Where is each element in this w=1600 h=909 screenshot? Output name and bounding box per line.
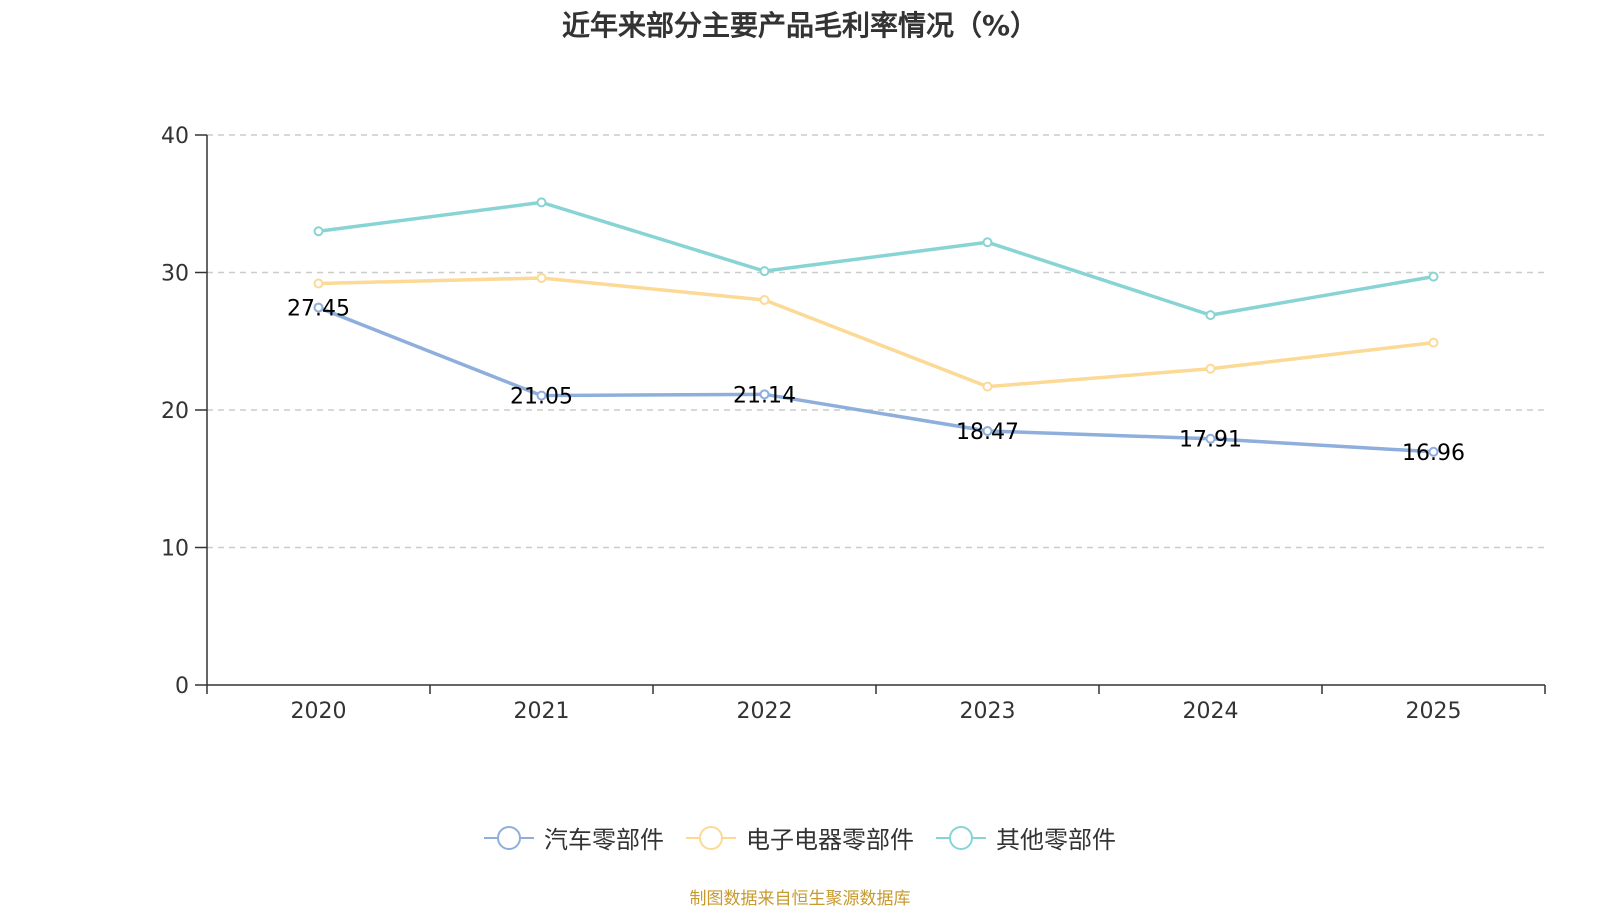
series-layer	[313, 197, 1439, 457]
data-point-2-1	[536, 197, 547, 208]
legend-item-electronic-parts[interactable]: 电子电器零部件	[686, 820, 914, 855]
data-point-1-3	[982, 381, 993, 392]
y-tick-label-20: 20	[161, 399, 189, 424]
data-point-2-2	[759, 266, 770, 277]
x-tick-label-2024: 2024	[1183, 699, 1239, 724]
data-label-0-0: 27.45	[287, 297, 350, 322]
data-label-0-2: 21.14	[733, 383, 796, 408]
y-tick-label-30: 30	[161, 262, 189, 287]
series-line-2	[318, 200, 1434, 317]
legend-item-other-parts[interactable]: 其他零部件	[936, 820, 1116, 855]
data-label-0-1: 21.05	[510, 385, 573, 410]
legend-marker-auto-parts	[484, 825, 534, 850]
data-point-1-1	[536, 273, 547, 283]
x-tick-label-2025: 2025	[1406, 699, 1462, 724]
legend-marker-other-parts	[936, 825, 986, 850]
data-point-0-2	[759, 389, 770, 400]
x-tick-label-2020: 2020	[291, 699, 347, 724]
legend-label-electronic-parts: 电子电器零部件	[746, 826, 914, 854]
series-line-0	[317, 305, 1434, 454]
data-point-2-5	[1428, 271, 1439, 282]
legend-item-auto-parts[interactable]: 汽车零部件	[484, 820, 664, 855]
legend: 汽车零部件 电子电器零部件 其他零部件	[0, 820, 1600, 855]
data-point-1-5	[1428, 337, 1439, 348]
data-point-2-4	[1205, 310, 1216, 321]
x-tick-label-2022: 2022	[737, 699, 793, 724]
legend-label-other-parts: 其他零部件	[996, 826, 1116, 854]
x-tick-label-2023: 2023	[960, 699, 1016, 724]
data-label-0-3: 18.47	[956, 420, 1019, 445]
data-label-0-5: 16.96	[1402, 441, 1465, 466]
grid-layer	[207, 134, 1545, 549]
data-point-1-0	[313, 278, 324, 289]
source-note: 制图数据来自恒生聚源数据库	[689, 889, 911, 909]
data-point-0-1	[536, 390, 547, 401]
data-label-0-4: 17.91	[1179, 428, 1242, 453]
series-line-1	[318, 276, 1434, 389]
y-tick-label-40: 40	[161, 124, 189, 149]
data-point-0-3	[982, 426, 993, 437]
data-point-0-5	[1428, 446, 1439, 457]
data-point-2-0	[313, 226, 324, 237]
legend-label-auto-parts: 汽车零部件	[544, 826, 664, 854]
data-point-2-3	[982, 237, 993, 248]
chart-title: 近年来部分主要产品毛利率情况（%）	[561, 9, 1039, 42]
label-layer: 27.45 21.05 21.14 18.47 17.91 16.96	[287, 297, 1465, 466]
data-point-0-0	[313, 302, 324, 313]
x-tick-label-2021: 2021	[514, 699, 570, 724]
data-point-1-2	[759, 295, 770, 305]
y-tick-label-0: 0	[175, 674, 189, 699]
data-point-1-4	[1205, 363, 1216, 374]
data-point-0-4	[1205, 433, 1216, 444]
y-tick-label-10: 10	[161, 537, 189, 562]
axis-layer: 0 10 20 30 40 2020 2021 2022 2023 2024 2025	[161, 124, 1546, 724]
legend-marker-electronic-parts	[686, 825, 736, 850]
